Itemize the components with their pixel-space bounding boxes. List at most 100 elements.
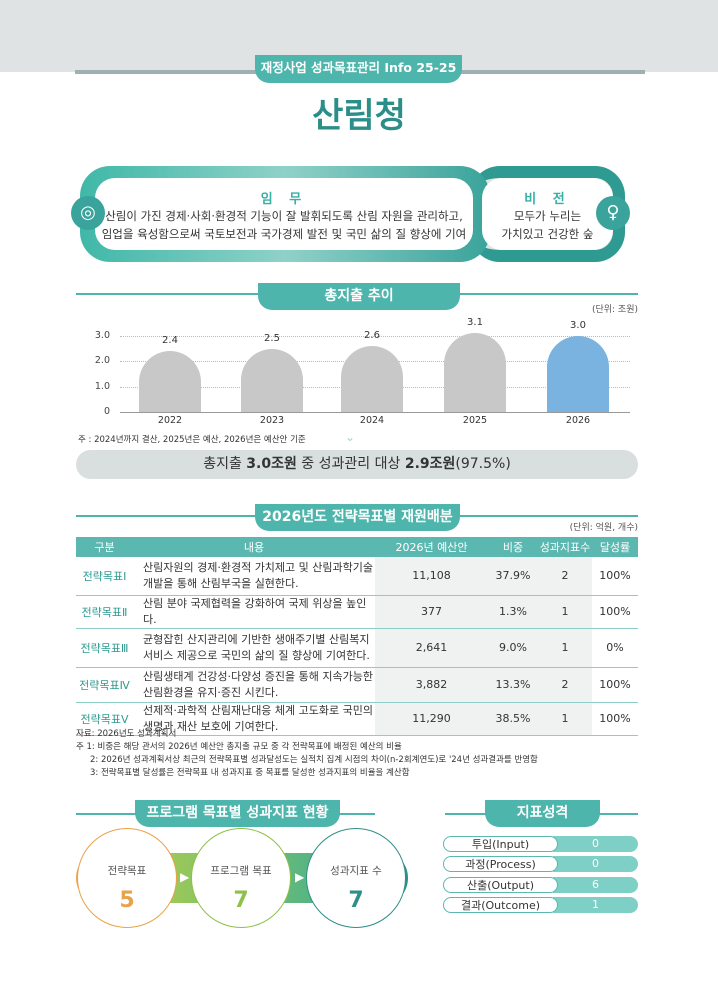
desc-cell: 선제적·과학적 산림재난대응 체계 고도화로 국민의 생명과 재산 보호에 기여…	[133, 702, 375, 736]
arrow-right-icon: ▶	[180, 870, 190, 884]
vision-line-1: 모두가 누리는	[513, 209, 582, 223]
kpi-type-value: 6	[553, 877, 638, 893]
table-row: 전략목표Ⅳ 산림생태계 건강성·다양성 증진을 통해 지속가능한 산림환경을 유…	[76, 667, 638, 703]
kpi-type-value: 1	[553, 897, 638, 913]
kpi-count-cell: 2	[538, 667, 592, 703]
goal-cell: 전략목표Ⅴ	[76, 702, 133, 736]
desc-cell: 산림자원의 경제·환경적 가치제고 및 산림과학기술개발을 통해 산림부국을 실…	[133, 557, 375, 596]
share-cell: 9.0%	[488, 628, 538, 668]
share-cell: 1.3%	[488, 595, 538, 629]
y-tick-label: 1.0	[94, 380, 110, 392]
data-label: 2.5	[264, 332, 280, 344]
table-row: 전략목표Ⅴ 선제적·과학적 산림재난대응 체계 고도화로 국민의 생명과 재산 …	[76, 702, 638, 736]
circle-value: 7	[348, 888, 364, 913]
table-row: 전략목표Ⅱ 산림 분야 국제협력을 강화하여 국제 위상을 높인다. 377 1…	[76, 595, 638, 629]
vision-line-2: 가치있고 건강한 숲	[501, 227, 594, 241]
goal-cell: 전략목표Ⅱ	[76, 595, 133, 629]
mission-box: 임 무 산림이 가진 경제·사회·환경적 기능이 잘 발휘되도록 산림 자원을 …	[95, 178, 473, 250]
x-axis	[120, 412, 630, 413]
kpi-count-cell: 2	[538, 557, 592, 596]
table-row: 전략목표Ⅰ 산림자원의 경제·환경적 가치제고 및 산림과학기술개발을 통해 산…	[76, 557, 638, 596]
kpi-type-value: 0	[553, 856, 638, 872]
summary-total: 3.0조원	[246, 456, 297, 472]
gridline	[120, 336, 630, 337]
desc-cell: 산림생태계 건강성·다양성 증진을 통해 지속가능한 산림환경을 유지·증진 시…	[133, 667, 375, 703]
chevron-down-icon: ⌄	[345, 430, 356, 444]
program-circle: 프로그램 목표 7	[191, 828, 291, 928]
table-notes: 자료: 2026년도 성과계획서 주 1: 비중은 해당 관서의 2026년 예…	[76, 728, 538, 780]
budget-cell: 377	[375, 595, 488, 629]
bar-2024	[341, 346, 403, 412]
circle-label: 전략목표	[107, 865, 147, 877]
bar-2026	[547, 336, 609, 412]
rate-cell: 0%	[592, 628, 638, 668]
lightbulb-icon: ♀	[596, 196, 630, 230]
note-3: 3: 전략목표별 달성률은 전략목표 내 성과지표 중 목표를 달성한 성과지표…	[90, 768, 410, 778]
kpi-count-cell: 1	[538, 702, 592, 736]
arrow-right-icon: ▶	[295, 870, 305, 884]
budget-cell: 11,290	[375, 702, 488, 736]
share-cell: 13.3%	[488, 667, 538, 703]
x-tick-label: 2025	[462, 415, 488, 426]
goal-cell: 전략목표Ⅲ	[76, 628, 133, 668]
kpi-type-value: 0	[553, 836, 638, 852]
mission-title: 임 무	[260, 192, 308, 207]
y-tick-label: 0	[103, 406, 110, 417]
x-tick-label: 2024	[359, 415, 385, 426]
page-title: 산림청	[312, 96, 406, 136]
chart-note: 주 : 2024년까지 결산, 2025년은 예산, 2026년은 예산안 기준	[78, 435, 306, 445]
program-circle: 전략목표 5	[77, 828, 177, 928]
bar-2023	[241, 348, 303, 412]
section-title-allocation: 2026년도 전략목표별 재원배분	[255, 504, 460, 531]
rate-cell: 100%	[592, 557, 638, 596]
vision-box: 비 전 모두가 누리는 가치있고 건강한 숲	[482, 178, 613, 250]
kpi-type-label: 투입(Input)	[443, 836, 558, 852]
x-tick-label: 2023	[259, 415, 285, 426]
note-source: 자료: 2026년도 성과계획서	[76, 729, 177, 739]
x-tick-label: 2026	[565, 415, 591, 426]
note-2: 2: 2026년 성과계획서상 최근의 전략목표별 성과달성도는 실적치 집계 …	[90, 755, 538, 765]
goal-cell: 전략목표Ⅳ	[76, 667, 133, 703]
summary-text-2: 중 성과관리 대상	[296, 456, 405, 472]
mission-line-2: 임업을 육성함으로써 국토보전과 국가경제 발전 및 국민 삶의 질 향상에 기…	[101, 227, 467, 241]
col-header: 달성률	[592, 537, 638, 557]
desc-cell: 균형잡힌 산지관리에 기반한 생애주기별 산림복지서비스 제공으로 국민의 삶의…	[133, 628, 375, 668]
target-icon: ◎	[71, 196, 105, 230]
rate-cell: 100%	[592, 595, 638, 629]
bar-2025	[444, 333, 506, 412]
table-row: 전략목표Ⅲ 균형잡힌 산지관리에 기반한 생애주기별 산림복지서비스 제공으로 …	[76, 628, 638, 668]
vision-title: 비 전	[524, 192, 571, 207]
unit-label: (단위: 억원, 개수)	[569, 523, 638, 533]
data-label: 3.0	[570, 320, 586, 331]
program-circle: 성과지표 수 7	[306, 828, 406, 928]
spending-summary: 총지출 3.0조원 중 성과관리 대상 2.9조원(97.5%)	[76, 450, 638, 479]
series-label: 재정사업 성과목표관리 Info 25-25	[255, 55, 462, 83]
rate-cell: 100%	[592, 702, 638, 736]
circle-label: 성과지표 수	[330, 865, 382, 877]
circle-value: 7	[233, 888, 249, 913]
summary-ratio: (97.5%)	[455, 456, 511, 472]
x-tick-label: 2022	[157, 415, 183, 426]
allocation-table: 구분 내용 2026년 예산안 비중 성과지표수 달성률 전략목표Ⅰ 산림자원의…	[76, 537, 638, 736]
rate-cell: 100%	[592, 667, 638, 703]
desc-cell: 산림 분야 국제협력을 강화하여 국제 위상을 높인다.	[133, 595, 375, 629]
share-cell: 38.5%	[488, 702, 538, 736]
data-label: 2.4	[162, 335, 178, 347]
col-header: 2026년 예산안	[375, 537, 488, 557]
section-title-spending: 총지출 추이	[258, 283, 460, 310]
share-cell: 37.9%	[488, 557, 538, 596]
budget-cell: 3,882	[375, 667, 488, 703]
circle-value: 5	[119, 888, 135, 913]
mission-line-1: 산림이 가진 경제·사회·환경적 기능이 잘 발휘되도록 산림 자원을 관리하고…	[105, 209, 463, 223]
note-1: 주 1: 비중은 해당 관서의 2026년 예산안 총지출 규모 중 각 전략목…	[76, 742, 402, 752]
kpi-type-label: 결과(Outcome)	[443, 897, 558, 913]
goal-cell: 전략목표Ⅰ	[76, 557, 133, 596]
budget-cell: 11,108	[375, 557, 488, 596]
col-header: 내용	[133, 537, 375, 557]
summary-text-1: 총지출	[203, 456, 247, 472]
col-header: 성과지표수	[538, 537, 592, 557]
data-label: 2.6	[364, 330, 380, 342]
kpi-type-label: 과정(Process)	[443, 856, 558, 872]
summary-managed: 2.9조원	[404, 456, 456, 472]
kpi-type-label: 산출(Output)	[443, 877, 558, 893]
